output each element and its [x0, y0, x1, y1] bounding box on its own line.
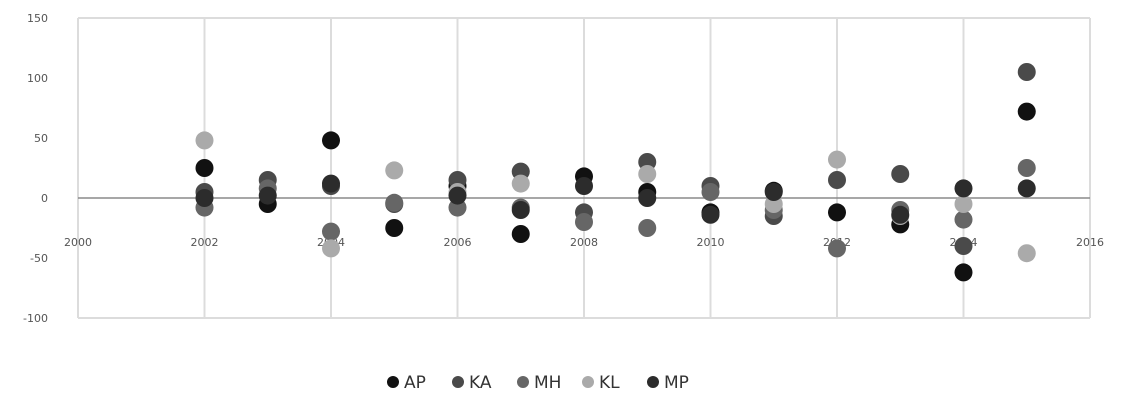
y-tick-label: 0: [41, 192, 48, 205]
data-point-mp: [448, 186, 467, 205]
data-point-ap: [828, 203, 846, 222]
data-point-ap: [322, 131, 340, 150]
y-tick-label: 100: [27, 72, 48, 85]
data-point-mp: [195, 189, 214, 207]
y-tick-label: 50: [34, 132, 48, 145]
data-point-mp: [638, 189, 657, 207]
legend-label: MH: [534, 373, 561, 393]
legend-item-ka: KA: [452, 373, 492, 393]
data-point-kl: [638, 165, 657, 183]
data-point-mh: [638, 219, 657, 237]
legend-marker: [582, 376, 594, 388]
y-tick-label: -50: [30, 252, 48, 265]
legend-label: KA: [469, 373, 492, 393]
data-point-mp: [764, 183, 783, 201]
data-point-mh: [322, 222, 340, 241]
data-point-mp: [891, 205, 910, 224]
data-point-ap: [195, 159, 214, 177]
data-point-ap: [1017, 102, 1036, 121]
data-point-ap: [385, 219, 404, 237]
data-point-mh: [828, 239, 846, 258]
legend-item-mh: MH: [517, 373, 561, 393]
legend: AP KA MH KL MP: [387, 373, 689, 393]
data-point-kl: [195, 131, 214, 150]
data-point-ap: [511, 225, 530, 243]
data-point-kl: [828, 150, 846, 169]
x-tick-label: 2016: [1076, 236, 1104, 249]
data-point-mp: [511, 201, 530, 219]
data-point-kl: [385, 161, 404, 180]
legend-marker: [452, 376, 464, 388]
data-point-mh: [701, 183, 720, 201]
x-axis-tick-labels: 200020022004200620082010201220142016: [64, 236, 1104, 249]
legend-item-kl: KL: [582, 373, 620, 393]
legend-label: MP: [664, 373, 689, 393]
data-point-ka: [891, 165, 910, 183]
y-tick-label: 150: [27, 12, 48, 25]
y-axis-tick-labels: -100 -50 0 50 100 150: [23, 12, 48, 325]
data-point-mp: [258, 186, 277, 205]
data-point-mp: [701, 205, 720, 224]
legend-label: KL: [599, 373, 620, 393]
data-point-ka: [954, 237, 973, 255]
data-point-mp: [322, 174, 340, 193]
data-points: [195, 63, 1036, 282]
legend-marker: [387, 376, 399, 388]
x-tick-label: 2000: [64, 236, 92, 249]
data-point-mp: [1017, 179, 1036, 198]
legend-item-ap: AP: [387, 373, 426, 393]
data-point-kl: [954, 195, 973, 213]
data-point-kl: [511, 174, 530, 193]
x-tick-label: 2006: [444, 236, 472, 249]
data-point-mh: [385, 193, 404, 212]
data-point-ap: [954, 263, 973, 282]
data-point-mh: [575, 213, 593, 231]
data-point-mh: [954, 210, 973, 229]
legend-item-mp: MP: [647, 373, 689, 393]
legend-marker: [647, 376, 659, 388]
data-point-mp: [954, 179, 973, 198]
x-tick-label: 2010: [697, 236, 725, 249]
data-point-kl: [322, 239, 340, 258]
data-point-mp: [575, 177, 593, 195]
x-tick-label: 2002: [191, 236, 219, 249]
data-point-ka: [828, 171, 846, 189]
x-tick-label: 2008: [570, 236, 598, 249]
data-point-ka: [1017, 63, 1036, 81]
y-tick-label: -100: [23, 312, 48, 325]
legend-marker: [517, 376, 529, 388]
data-point-kl: [1017, 244, 1036, 263]
legend-label: AP: [404, 373, 426, 393]
data-point-mh: [1017, 159, 1036, 177]
